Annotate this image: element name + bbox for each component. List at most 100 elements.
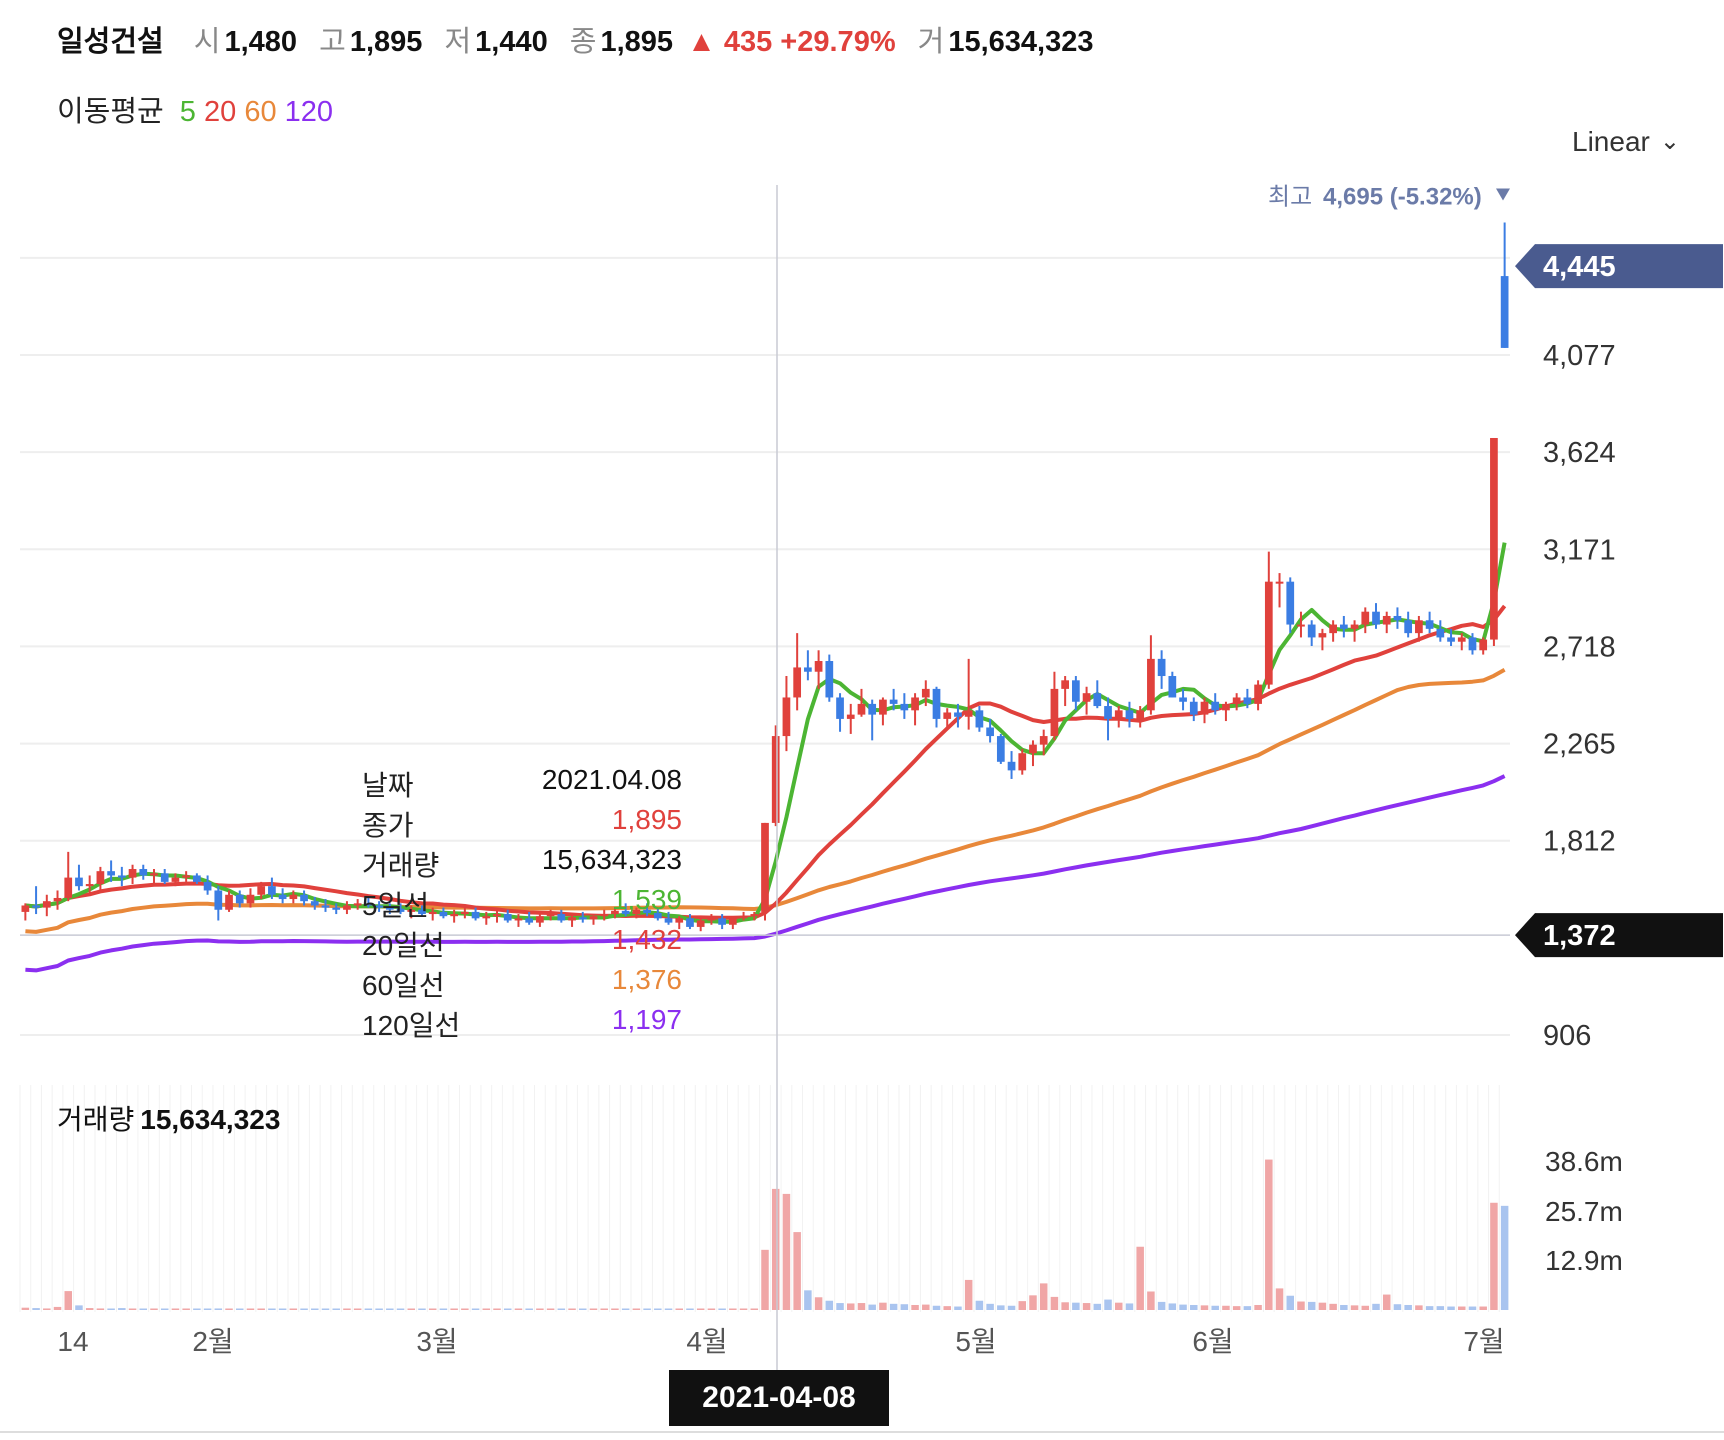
candle-body — [493, 914, 501, 917]
candle-body — [171, 877, 180, 882]
y-tick-label: 4,077 — [1543, 340, 1616, 372]
ma-20-toggle[interactable]: 20 — [204, 96, 237, 128]
volume-bar — [739, 1308, 748, 1310]
volume-bar — [911, 1304, 919, 1310]
volume-bar — [1179, 1304, 1187, 1310]
volume-bar — [536, 1308, 544, 1310]
volume-bar — [997, 1305, 1005, 1310]
volume-bar — [375, 1308, 383, 1310]
volume-bar — [43, 1308, 51, 1310]
candle-body — [954, 712, 962, 717]
ma-120-toggle[interactable]: 120 — [284, 96, 334, 128]
candle-body — [1018, 753, 1027, 771]
volume-bar — [1307, 1301, 1316, 1310]
tooltip-key: 거래량 — [362, 850, 440, 881]
volume-bar — [707, 1308, 716, 1310]
candle-body — [128, 869, 137, 878]
candle-body — [300, 894, 308, 902]
candle-body — [643, 909, 651, 913]
ma-5-toggle[interactable]: 5 — [179, 96, 196, 128]
candle-body — [1072, 680, 1080, 702]
candle-body — [1415, 620, 1423, 634]
volume-bar — [396, 1308, 405, 1310]
ma-legend-label: 이동평균 — [57, 96, 164, 128]
volume-bar — [96, 1308, 105, 1310]
volume-bar — [1114, 1302, 1123, 1310]
volume-bar — [1029, 1295, 1037, 1310]
volume-bar — [686, 1308, 694, 1310]
volume-bar — [21, 1307, 30, 1310]
candle-body — [696, 920, 705, 927]
candle-body — [707, 918, 716, 921]
candle-body — [96, 871, 105, 885]
candle-body — [289, 894, 298, 900]
volume-bar — [814, 1297, 823, 1310]
volume-bar — [1168, 1303, 1177, 1310]
high-value: 1,895 — [349, 26, 423, 58]
candle-body — [846, 714, 855, 719]
volume-bar — [386, 1308, 394, 1310]
ma-60-toggle[interactable]: 60 — [244, 96, 277, 128]
volume-bar — [900, 1304, 909, 1310]
volume-bar — [954, 1306, 962, 1310]
volume-tick-label: 25.7m — [1545, 1196, 1623, 1227]
volume-bar — [986, 1303, 994, 1310]
volume-bar — [761, 1249, 769, 1310]
volume-bar — [203, 1308, 212, 1310]
candle-body — [546, 914, 555, 917]
candle-body — [1404, 620, 1413, 634]
volume-bar — [964, 1279, 973, 1310]
candle-body — [632, 909, 641, 915]
scale-select[interactable]: Linear ⌄ — [1572, 126, 1680, 158]
volume-bar — [1232, 1306, 1241, 1310]
candle-body — [1447, 637, 1455, 642]
candle-body — [814, 661, 823, 672]
tooltip-value: 1,895 — [611, 804, 682, 835]
candle-body — [975, 710, 984, 728]
candle-body — [182, 875, 191, 878]
volume-bar — [1200, 1305, 1209, 1310]
y-tick-label: 3,171 — [1543, 534, 1616, 566]
candle-body — [611, 910, 619, 915]
y-tick-label: 1,812 — [1543, 826, 1616, 858]
candle-body — [139, 869, 148, 876]
candle-body — [1329, 624, 1337, 634]
volume-bar — [546, 1308, 555, 1310]
volume-bar — [525, 1308, 533, 1310]
volume-panel-value: 15,634,323 — [140, 1104, 281, 1135]
candle-body — [353, 903, 362, 906]
volume-bar — [193, 1308, 201, 1310]
volume-bar — [278, 1308, 287, 1310]
candle-body — [439, 911, 448, 917]
x-tick-label: 5월 — [955, 1326, 996, 1357]
candle-body — [1232, 697, 1241, 704]
tooltip-key: 20일선 — [362, 930, 445, 961]
candle-body — [1114, 710, 1123, 719]
volume-bar — [1458, 1306, 1466, 1310]
volume-bar — [332, 1308, 340, 1310]
candle-body — [1468, 637, 1477, 651]
volume-bar — [1190, 1304, 1198, 1310]
volume-bar — [1136, 1246, 1144, 1310]
volume-bar — [1125, 1303, 1134, 1310]
candle-body — [900, 703, 909, 711]
volume-bar — [1082, 1303, 1091, 1310]
candle-body — [1007, 761, 1016, 771]
candle-body — [578, 917, 587, 920]
volume-bar — [64, 1291, 72, 1310]
volume-bar — [579, 1308, 587, 1310]
candle-body — [589, 916, 598, 920]
candle-body — [1222, 703, 1230, 711]
candle-body — [1425, 620, 1434, 629]
volume-bar — [1425, 1306, 1434, 1310]
candle-body — [857, 703, 866, 715]
stock-name: 일성건설 — [57, 26, 164, 58]
volume-bar — [932, 1305, 941, 1310]
y-tick-label: 2,265 — [1543, 729, 1616, 761]
candle-body — [1350, 624, 1359, 629]
volume-bar — [1007, 1305, 1016, 1310]
tooltip-row: 120일선 1,197 — [362, 1004, 682, 1044]
candle-body — [225, 894, 233, 910]
volume-bar — [621, 1308, 630, 1310]
